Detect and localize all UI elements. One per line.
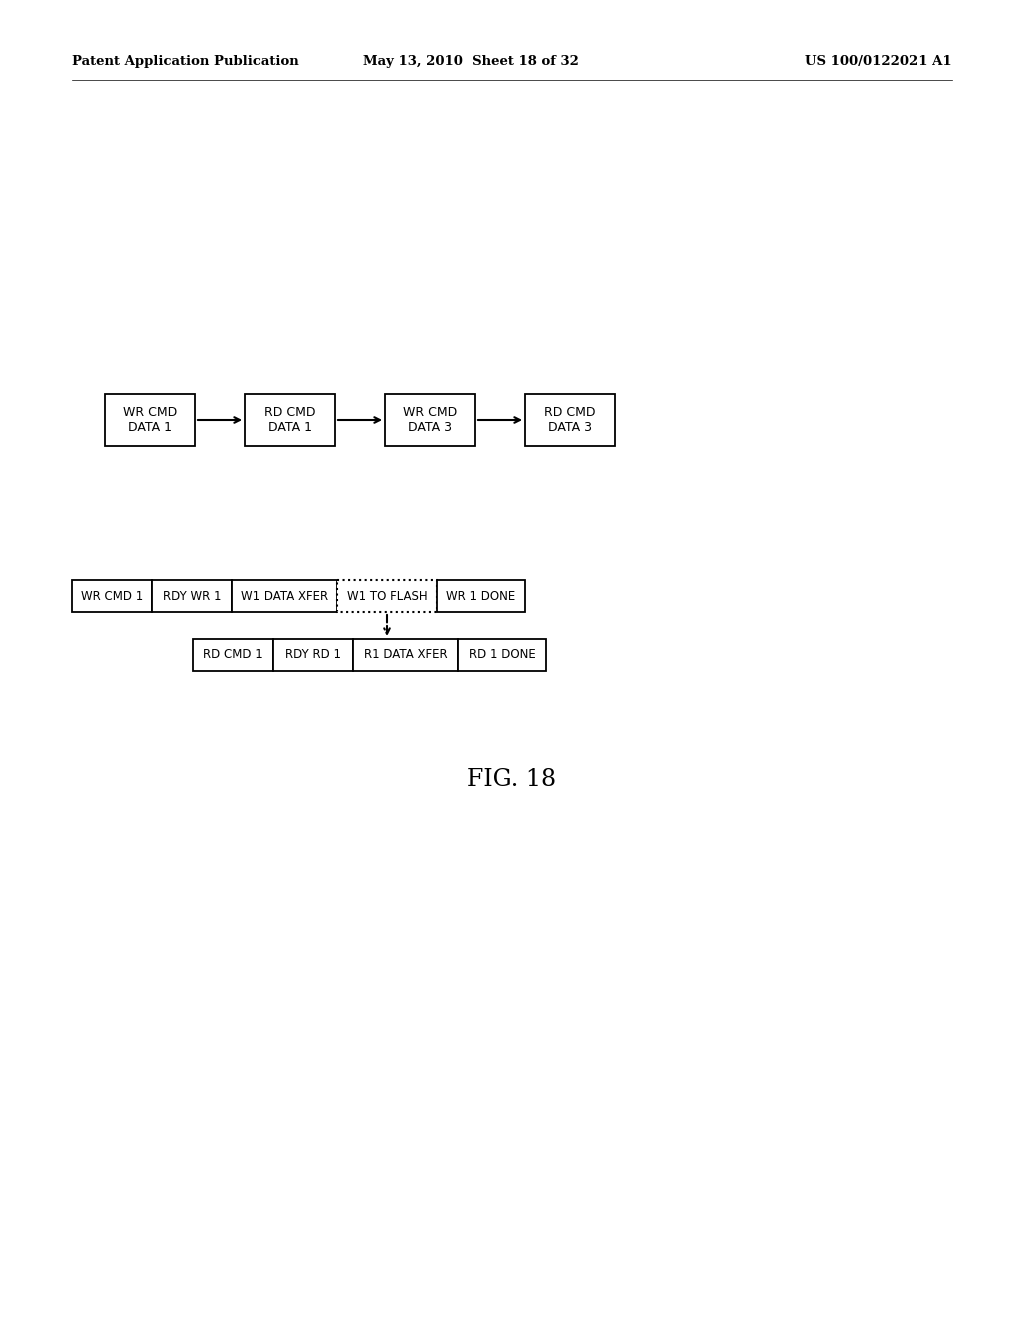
Text: RD CMD
DATA 1: RD CMD DATA 1 — [264, 407, 315, 434]
Text: RDY WR 1: RDY WR 1 — [163, 590, 221, 602]
Bar — [273, 639, 353, 671]
Text: WR CMD
DATA 1: WR CMD DATA 1 — [123, 407, 177, 434]
Bar — [105, 393, 195, 446]
Text: WR 1 DONE: WR 1 DONE — [446, 590, 516, 602]
Text: WR CMD
DATA 3: WR CMD DATA 3 — [402, 407, 457, 434]
Text: RD 1 DONE: RD 1 DONE — [469, 648, 536, 661]
Text: R1 DATA XFER: R1 DATA XFER — [364, 648, 447, 661]
Text: RD CMD 1: RD CMD 1 — [203, 648, 263, 661]
Text: WR CMD 1: WR CMD 1 — [81, 590, 143, 602]
Text: RD CMD
DATA 3: RD CMD DATA 3 — [544, 407, 596, 434]
Bar — [458, 639, 546, 671]
Bar — [72, 579, 152, 612]
Text: May 13, 2010  Sheet 18 of 32: May 13, 2010 Sheet 18 of 32 — [364, 55, 579, 69]
Bar — [193, 639, 273, 671]
Text: Patent Application Publication: Patent Application Publication — [72, 55, 299, 69]
Bar — [245, 393, 335, 446]
Bar — [337, 579, 437, 612]
Bar — [437, 579, 525, 612]
Bar — [353, 639, 458, 671]
Text: W1 DATA XFER: W1 DATA XFER — [241, 590, 328, 602]
Bar — [232, 579, 337, 612]
Bar — [152, 579, 232, 612]
Text: FIG. 18: FIG. 18 — [467, 768, 557, 792]
Text: RDY RD 1: RDY RD 1 — [285, 648, 341, 661]
Bar — [385, 393, 475, 446]
Text: W1 TO FLASH: W1 TO FLASH — [347, 590, 427, 602]
Bar — [525, 393, 615, 446]
Text: US 100/0122021 A1: US 100/0122021 A1 — [805, 55, 952, 69]
